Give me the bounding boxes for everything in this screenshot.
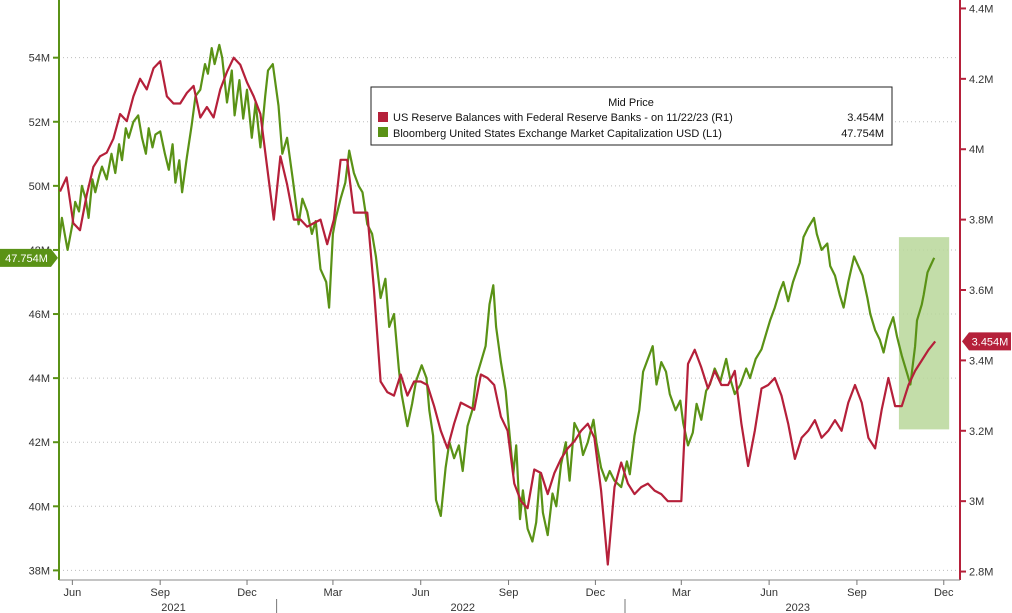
- right-tick-label: 3.6M: [969, 285, 993, 297]
- left-tick-label: 46M: [29, 309, 50, 321]
- right-badge-text: 3.454M: [972, 336, 1009, 348]
- left-tick-label: 40M: [29, 501, 50, 513]
- right-axis-ticks: 2.8M 3M 3.2M 3.4M 3.6M 3.8M 4M 4.2M 4.4M: [960, 3, 993, 579]
- x-year-label: 2022: [450, 602, 474, 613]
- x-tick-label: Dec: [237, 587, 257, 599]
- legend-swatch-reserves: [378, 112, 388, 122]
- right-tick-label: 4M: [969, 144, 984, 156]
- x-tick-label: Sep: [499, 587, 519, 599]
- x-year-label: 2021: [161, 602, 185, 613]
- legend-value-market-cap: 47.754M: [841, 128, 884, 140]
- legend-swatch-market-cap: [378, 127, 388, 137]
- legend-label-market-cap: Bloomberg United States Exchange Market …: [393, 128, 722, 140]
- x-axis-ticks: Jun Sep Dec Mar Jun Sep Dec Mar Jun Sep Dec 2021 202…: [63, 580, 954, 613]
- right-tick-label: 3M: [969, 496, 984, 508]
- x-tick-label: Dec: [586, 587, 606, 599]
- left-axis-ticks: 38M40M42M44M46M48M50M52M54M: [29, 53, 59, 577]
- left-tick-label: 38M: [29, 565, 50, 577]
- right-tick-label: 4.2M: [969, 74, 993, 86]
- left-last-value-badge: 47.754M: [0, 248, 58, 267]
- highlight-region: [898, 237, 950, 430]
- x-tick-label: Jun: [412, 587, 430, 599]
- right-tick-label: 3.2M: [969, 426, 993, 438]
- x-tick-label: Mar: [323, 587, 342, 599]
- left-badge-shape: [0, 248, 58, 267]
- left-tick-label: 54M: [29, 53, 50, 65]
- legend: Mid Price US Reserve Balances with Feder…: [370, 86, 893, 146]
- right-tick-label: 4.4M: [969, 3, 993, 15]
- legend-value-reserves: 3.454M: [847, 112, 884, 124]
- left-badge-text: 47.754M: [5, 253, 48, 265]
- series-line-market-cap: [57, 43, 936, 543]
- left-tick-label: 52M: [29, 117, 50, 129]
- x-tick-label: Dec: [934, 587, 954, 599]
- left-tick-label: 44M: [29, 373, 50, 385]
- legend-title: Mid Price: [608, 97, 654, 109]
- left-tick-label: 50M: [29, 181, 50, 193]
- series-line-reserves: [59, 56, 937, 566]
- x-tick-label: Sep: [150, 587, 170, 599]
- x-year-label: 2023: [786, 602, 810, 613]
- left-tick-label: 42M: [29, 437, 50, 449]
- series-layer: [57, 43, 937, 566]
- x-tick-label: Sep: [847, 587, 867, 599]
- right-tick-label: 3.4M: [969, 355, 993, 367]
- right-last-value-badge: 3.454M: [962, 332, 1011, 351]
- right-tick-label: 2.8M: [969, 567, 993, 579]
- right-tick-label: 3.8M: [969, 215, 993, 227]
- right-badge-shape: [962, 332, 1011, 351]
- x-tick-label: Mar: [672, 587, 691, 599]
- x-tick-label: Jun: [63, 587, 81, 599]
- x-tick-label: Jun: [760, 587, 778, 599]
- legend-label-reserves: US Reserve Balances with Federal Reserve…: [393, 112, 733, 124]
- legend-box: [370, 86, 893, 146]
